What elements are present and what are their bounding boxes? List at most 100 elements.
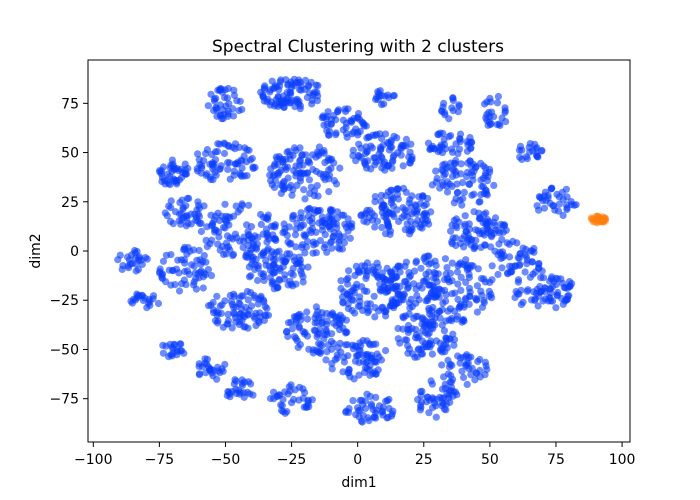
cluster-0-point [438,178,446,186]
cluster-0-point [491,214,500,222]
cluster-0-point [340,211,348,219]
cluster-0-point [442,291,450,299]
cluster-0-point [373,350,381,358]
cluster-0-point [260,85,268,93]
cluster-0-point [419,192,427,200]
cluster-0-point [296,156,304,164]
cluster-0-point [295,322,303,330]
cluster-0-point [315,348,323,356]
cluster-0-point [172,265,181,273]
cluster-0-point [202,236,210,244]
cluster-0-point [382,192,390,200]
cluster-0-point [280,177,288,185]
cluster-0-point [217,162,225,170]
cluster-0-point [265,262,273,270]
cluster-0-point [271,177,279,185]
cluster-0-point [421,219,429,227]
cluster-0-point [244,228,252,236]
cluster-0-point [519,298,527,306]
cluster-0-point [419,327,427,335]
cluster-0-point [368,144,376,152]
cluster-0-point [244,242,252,250]
cluster-0-point [353,280,361,288]
cluster-0-point [390,132,398,140]
cluster-0-point [477,159,485,167]
cluster-0-point [368,355,376,363]
cluster-0-point [541,284,549,292]
cluster-0-point [363,218,371,226]
cluster-0-point [452,241,460,250]
cluster-0-point [563,205,571,214]
cluster-0-point [176,347,185,355]
cluster-0-point [290,82,298,90]
cluster-0-point [275,247,283,255]
cluster-0-point [462,262,470,270]
y-tick-label: 50 [61,146,79,162]
cluster-0-point [236,205,244,213]
cluster-0-point [301,330,309,338]
cluster-0-point [357,417,366,425]
cluster-0-point [336,164,344,172]
cluster-0-point [529,147,537,155]
y-axis-label: dim2 [28,233,44,268]
cluster-0-point [194,198,202,206]
cluster-0-point [332,180,341,188]
cluster-0-point [406,159,414,167]
cluster-0-point [460,243,468,251]
cluster-0-point [234,158,242,166]
cluster-0-point [211,148,220,156]
cluster-0-point [262,257,270,265]
cluster-0-point [434,130,442,138]
cluster-0-point [301,389,309,397]
cluster-0-point [340,358,348,366]
cluster-0-point [224,112,232,120]
cluster-0-point [285,319,293,327]
cluster-0-point [256,313,264,321]
cluster-0-point [238,200,246,208]
cluster-0-point [528,296,536,304]
cluster-0-point [561,297,569,305]
cluster-0-point [165,202,173,210]
cluster-0-point [401,206,409,214]
x-tick-label: 0 [353,452,362,468]
cluster-0-point [440,276,449,284]
cluster-0-point [312,303,320,311]
cluster-0-point [342,316,350,324]
cluster-0-point [469,262,477,270]
cluster-0-point [229,309,238,317]
cluster-0-point [242,253,250,261]
cluster-0-point [302,151,310,159]
cluster-0-point [260,97,268,105]
cluster-0-point [300,186,308,194]
cluster-0-point [361,161,369,169]
cluster-0-point [296,177,304,185]
cluster-0-point [443,264,451,272]
cluster-0-point [394,291,402,299]
cluster-0-point [149,292,158,300]
cluster-0-point [387,138,395,146]
cluster-0-point [212,94,220,102]
cluster-0-point [457,160,465,168]
cluster-0-point [271,235,279,243]
cluster-0-point [401,262,409,270]
cluster-0-point [340,239,348,247]
cluster-0-point [467,371,475,379]
cluster-0-point [374,366,382,374]
cluster-0-point [288,325,296,333]
x-tick-label: −75 [145,452,175,468]
cluster-0-point [387,209,395,217]
cluster-0-point [305,176,313,184]
cluster-0-point [327,311,335,319]
cluster-0-point [552,304,560,312]
cluster-0-point [304,263,312,271]
cluster-0-point [482,187,490,195]
cluster-0-point [345,267,353,275]
cluster-0-point [429,321,437,329]
cluster-0-point [452,140,460,148]
cluster-0-point [444,163,452,171]
cluster-0-point [134,265,142,274]
cluster-0-point [296,86,304,94]
cluster-0-point [171,341,179,349]
cluster-0-point [304,237,312,246]
